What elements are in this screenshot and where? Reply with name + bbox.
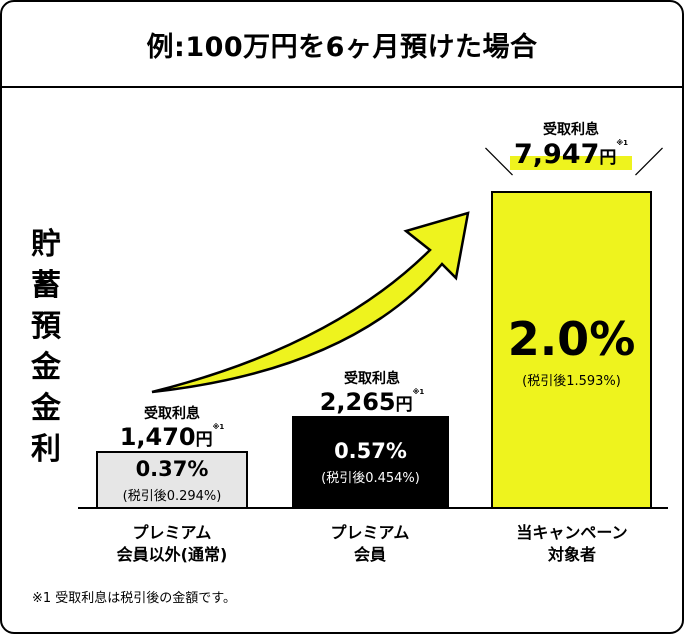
interest-label-bar-1: 受取利息 1,470円※1 — [112, 403, 232, 451]
bar-after-tax: (税引後1.593%) — [522, 373, 621, 389]
interest-amount: 1,470円※1 — [119, 423, 225, 451]
bar-regular: 0.37% (税引後0.294%) — [96, 451, 248, 509]
interest-amount: 7,947円※1 — [509, 139, 633, 170]
emphasis-slash-left-icon: ＼ — [484, 146, 514, 181]
category-label-premium: プレミアム 会員 — [330, 523, 410, 564]
category-label-campaign: 当キャンペーン 対象者 — [516, 523, 628, 564]
interest-label-bar-2: 受取利息 2,265円※1 — [312, 368, 432, 416]
bar-premium: 0.57% (税引後0.454%) — [292, 416, 449, 509]
chart-baseline — [78, 507, 668, 509]
bar-rate: 2.0% — [507, 311, 636, 366]
interest-label-bar-3: 受取利息 7,947円※1 — [474, 119, 668, 170]
bar-rate: 0.37% — [135, 456, 209, 481]
interest-caption: 受取利息 — [543, 122, 599, 138]
bar-after-tax: (税引後0.294%) — [122, 488, 222, 504]
interest-caption: 受取利息 — [144, 406, 200, 422]
interest-caption: 受取利息 — [344, 371, 400, 387]
chart-title: 例:100万円を6ヶ月預けた場合 — [2, 2, 682, 88]
bar-rate: 0.57% — [334, 439, 407, 463]
bar-after-tax: (税引後0.454%) — [321, 471, 420, 486]
footnote: ※1 受取利息は税引後の金額です。 — [32, 591, 236, 606]
interest-amount: 2,265円※1 — [319, 388, 425, 416]
emphasis-slash-right-icon: ／ — [634, 146, 664, 181]
vertical-axis-label: 貯蓄預金金利 — [31, 227, 61, 467]
category-label-regular: プレミアム 会員以外(通常) — [116, 523, 228, 564]
bar-campaign: 2.0% (税引後1.593%) — [491, 191, 652, 509]
